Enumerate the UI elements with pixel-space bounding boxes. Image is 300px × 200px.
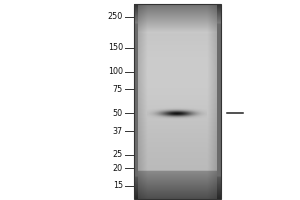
- Text: 37: 37: [113, 127, 123, 136]
- Text: 15: 15: [113, 181, 123, 190]
- Text: 250: 250: [108, 12, 123, 21]
- Text: 25: 25: [113, 150, 123, 159]
- Bar: [134, 4, 220, 199]
- Text: 150: 150: [108, 43, 123, 52]
- Text: 50: 50: [113, 109, 123, 118]
- Text: 20: 20: [113, 164, 123, 173]
- Text: 100: 100: [108, 67, 123, 76]
- Text: 75: 75: [113, 85, 123, 94]
